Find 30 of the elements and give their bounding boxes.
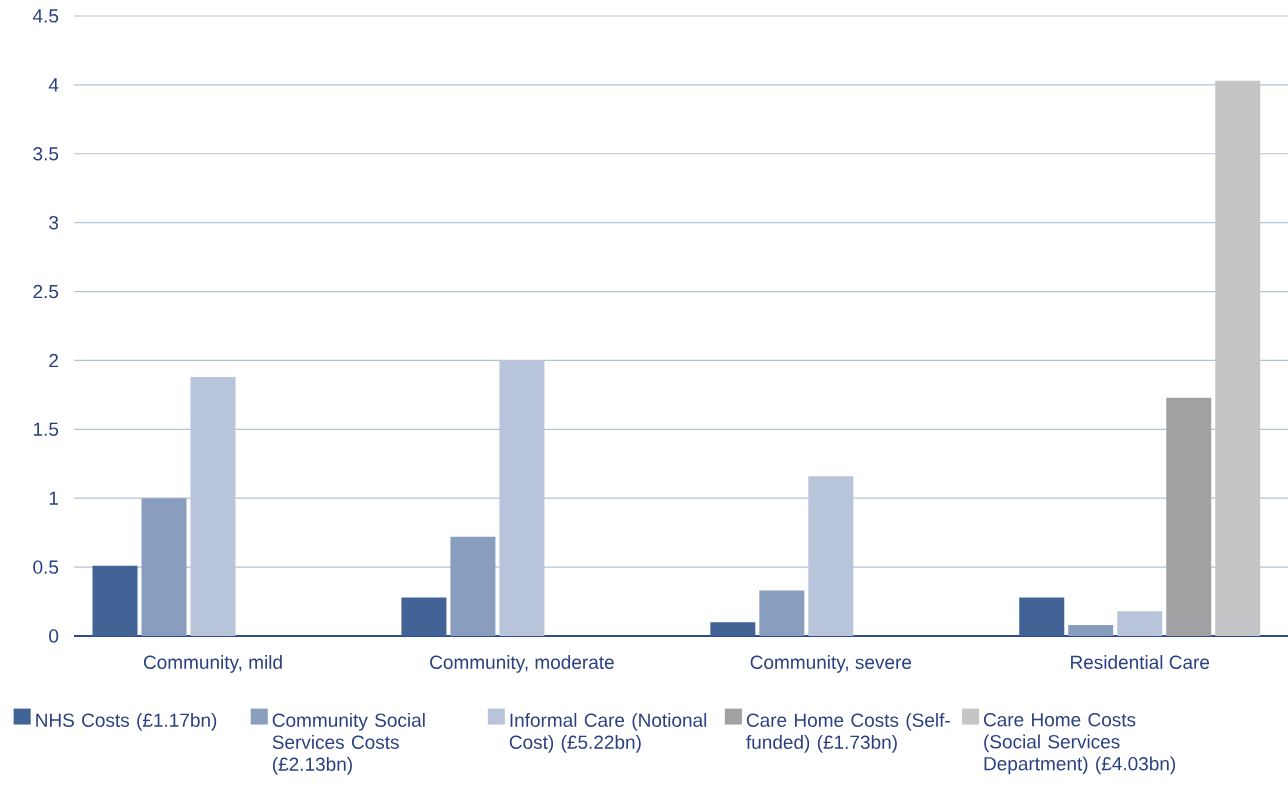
bar: [1166, 397, 1212, 636]
y-tick-label: 1: [49, 491, 58, 505]
legend-label: Care Home Costs (Social Services Department) (£4.03bn): [983, 713, 1176, 775]
bar: [710, 622, 756, 636]
bar: [92, 565, 138, 636]
bar: [759, 590, 805, 636]
legend-label: Informal Care (Notional Cost) (£5.22bn): [509, 713, 707, 753]
bar: [1117, 611, 1163, 636]
y-tick-label: 2: [49, 353, 58, 368]
x-tick-label: Community, mild: [143, 655, 282, 673]
x-tick-label: Residential Care: [1071, 655, 1210, 670]
bar: [1068, 624, 1114, 636]
bar: [1019, 597, 1065, 636]
y-tick-label: 3: [49, 215, 59, 230]
legend-label: Care Home Costs (Self-funded) (£1.73bn): [746, 713, 950, 753]
y-tick-label: 0: [49, 629, 59, 643]
y-tick-label: 3.5: [33, 147, 59, 161]
bar: [450, 536, 496, 636]
legend-label: NHS Costs (£1.17bn): [36, 713, 217, 731]
y-tick-label: 0.5: [33, 560, 59, 574]
x-tick-label: Community, severe: [750, 655, 912, 673]
legend-label: Community Social Services Costs (£2.13bn): [272, 713, 425, 775]
y-tick-label: 2.5: [33, 284, 59, 299]
bar: [1215, 80, 1261, 636]
bar: [401, 597, 447, 636]
x-tick-label: Community, moderate: [430, 655, 614, 673]
y-tick-label: 4: [48, 78, 59, 92]
y-tick-label: 4.5: [32, 9, 59, 23]
y-tick-label: 1.5: [33, 422, 59, 436]
bar: [141, 498, 187, 636]
